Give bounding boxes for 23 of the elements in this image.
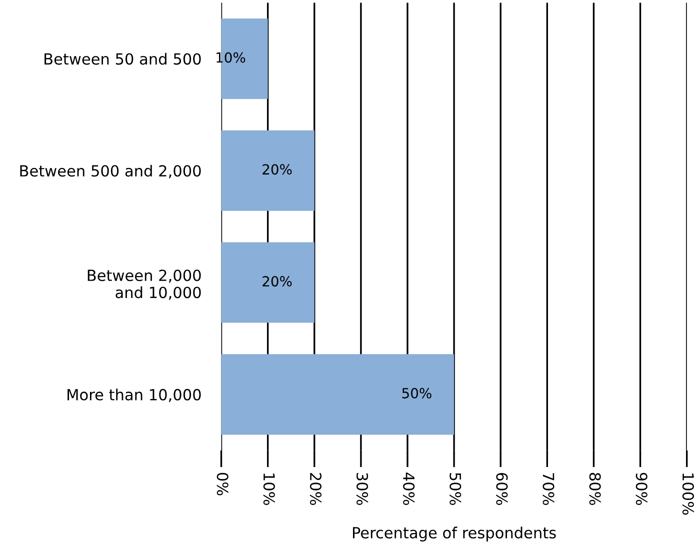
x-tick-label: 40%: [403, 472, 415, 505]
x-tick-label: 20%: [310, 473, 322, 505]
y-tick-label: Between 50 and 500: [44, 52, 201, 65]
bar: [221, 130, 314, 211]
x-tick-label: 10%: [263, 474, 275, 505]
y-tick-label: More than 10,000: [68, 388, 201, 402]
x-tick-label: 80%: [589, 472, 601, 505]
x-tick-label: 30%: [356, 473, 368, 505]
x-axis-title: Percentage of respondents: [352, 526, 556, 542]
data-label: 20%: [262, 164, 292, 175]
data-label: 10%: [216, 52, 246, 63]
x-tick-label: 100%: [682, 474, 694, 515]
y-tick-label: Between 2,000 and 10,000: [88, 270, 201, 300]
x-tick-label: 90%: [636, 472, 648, 505]
x-tick-label: 50%: [450, 473, 462, 505]
y-tick-label: Between 500 and 2,000: [20, 164, 201, 178]
x-tick-label: 60%: [496, 472, 508, 505]
x-tick-label: 70%: [542, 473, 554, 505]
data-label: 50%: [402, 388, 432, 398]
bar: [221, 242, 314, 323]
x-tick-label: 0%: [216, 472, 228, 496]
bar: [221, 354, 454, 435]
data-label: 20%: [262, 276, 292, 287]
